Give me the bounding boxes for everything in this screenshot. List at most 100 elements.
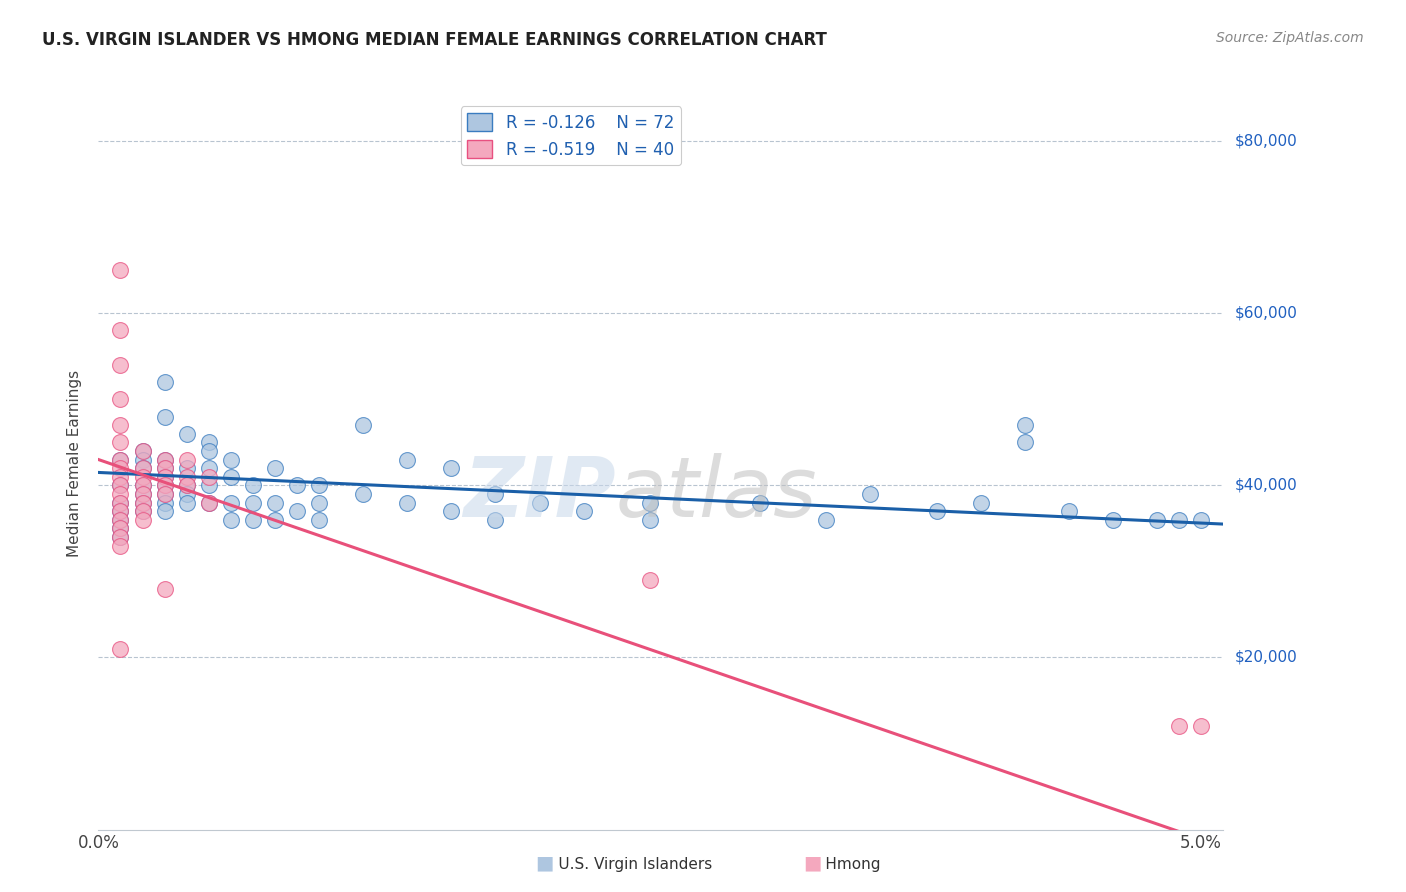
Point [153,487,176,501]
Point [1014,418,1036,433]
Point [131,461,153,475]
Point [1102,513,1125,527]
Point [153,478,176,492]
Point [1189,513,1212,527]
Point [131,495,153,509]
Point [484,487,506,501]
Point [110,504,132,518]
Text: U.S. VIRGIN ISLANDER VS HMONG MEDIAN FEMALE EARNINGS CORRELATION CHART: U.S. VIRGIN ISLANDER VS HMONG MEDIAN FEM… [42,31,827,49]
Point [110,469,132,483]
Point [197,469,219,483]
Point [1168,513,1191,527]
Point [176,495,198,509]
Point [153,452,176,467]
Point [396,452,419,467]
Point [638,495,661,509]
Point [131,487,153,501]
Point [1146,513,1168,527]
Point [110,513,132,527]
Point [308,513,330,527]
Point [176,478,198,492]
Point [969,495,991,509]
Point [219,513,242,527]
Point [110,521,132,535]
Point [131,513,153,527]
Point [242,478,264,492]
Point [131,469,153,483]
Point [285,478,308,492]
Point [263,461,285,475]
Point [153,461,176,475]
Point [352,487,374,501]
Point [153,487,176,501]
Point [110,452,132,467]
Point [1168,719,1191,733]
Point [638,513,661,527]
Point [176,478,198,492]
Point [153,582,176,596]
Text: $20,000: $20,000 [1234,650,1298,665]
Point [110,358,132,372]
Point [440,504,463,518]
Text: Hmong: Hmong [801,857,882,872]
Point [153,452,176,467]
Point [110,504,132,518]
Text: ■: ■ [536,854,554,872]
Point [197,495,219,509]
Point [110,530,132,544]
Point [859,487,882,501]
Point [110,521,132,535]
Point [110,452,132,467]
Point [572,504,595,518]
Point [153,375,176,389]
Point [749,495,772,509]
Point [153,409,176,424]
Point [197,435,219,450]
Point [263,513,285,527]
Point [925,504,948,518]
Point [242,495,264,509]
Point [131,478,153,492]
Point [1189,719,1212,733]
Point [529,495,551,509]
Point [638,573,661,587]
Point [110,435,132,450]
Point [110,530,132,544]
Point [484,513,506,527]
Point [1057,504,1080,518]
Text: U.S. Virgin Islanders: U.S. Virgin Islanders [534,857,713,872]
Point [815,513,838,527]
Point [1014,435,1036,450]
Point [110,323,132,337]
Point [131,495,153,509]
Text: ■: ■ [803,854,821,872]
Point [110,487,132,501]
Point [153,469,176,483]
Point [110,263,132,277]
Point [131,487,153,501]
Point [131,478,153,492]
Point [176,426,198,441]
Point [242,513,264,527]
Point [440,461,463,475]
Point [110,495,132,509]
Point [308,478,330,492]
Point [131,444,153,458]
Point [153,469,176,483]
Point [110,513,132,527]
Legend: R = -0.126    N = 72, R = -0.519    N = 40: R = -0.126 N = 72, R = -0.519 N = 40 [461,106,681,165]
Point [153,478,176,492]
Text: $80,000: $80,000 [1234,134,1298,149]
Point [110,539,132,553]
Text: Source: ZipAtlas.com: Source: ZipAtlas.com [1216,31,1364,45]
Point [110,418,132,433]
Point [396,495,419,509]
Point [197,461,219,475]
Point [131,504,153,518]
Point [352,418,374,433]
Point [131,461,153,475]
Point [197,495,219,509]
Y-axis label: Median Female Earnings: Median Female Earnings [67,370,83,558]
Point [176,487,198,501]
Point [110,392,132,407]
